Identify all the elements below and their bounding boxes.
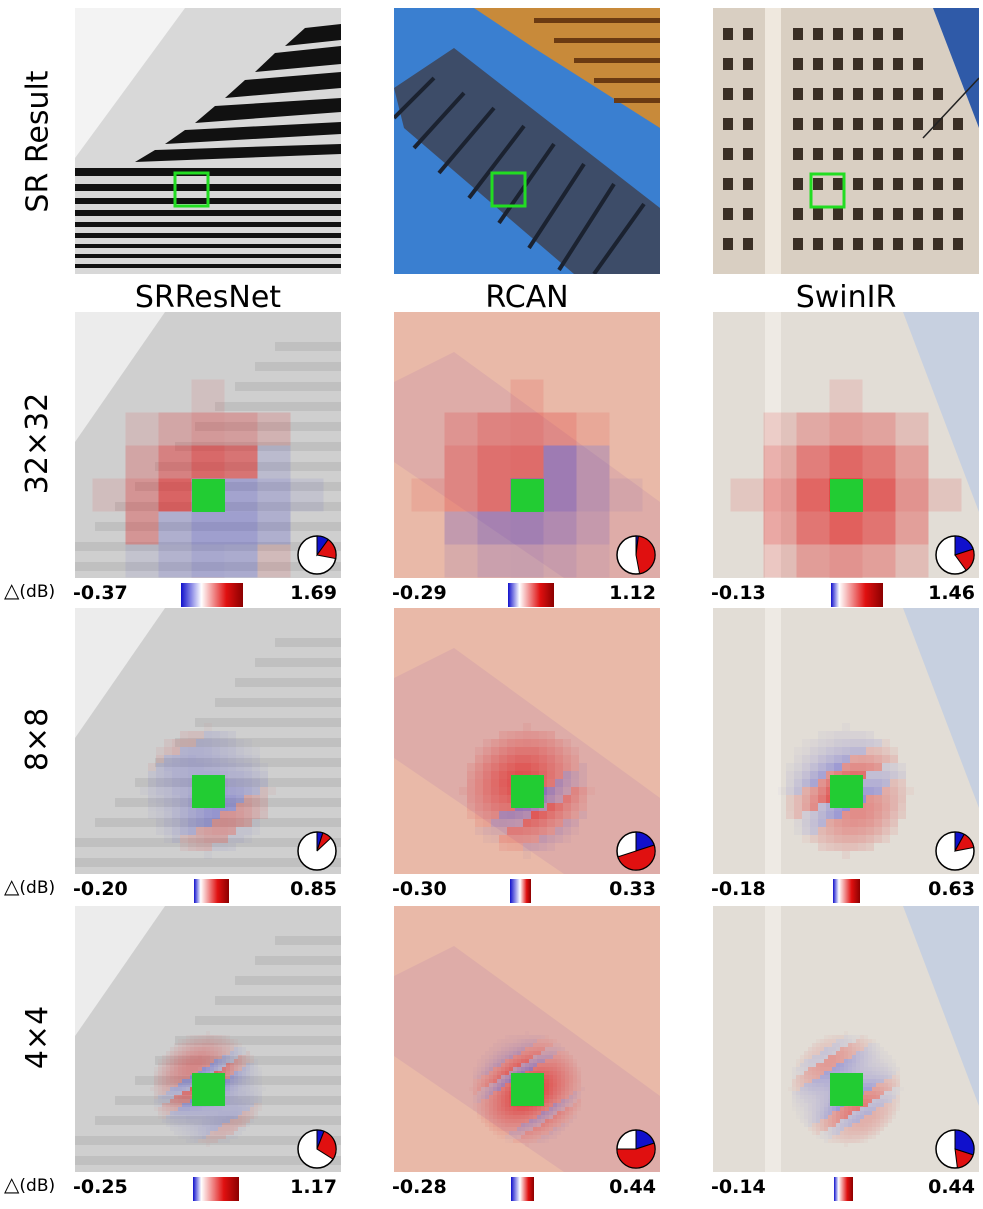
attribution-pie-chart — [297, 1129, 337, 1169]
color-scale: -0.13 1.46 — [711, 580, 977, 610]
attribution-pie-chart — [616, 831, 656, 871]
attribution-map-r4-srresnet — [75, 906, 341, 1172]
scale-color-bar — [192, 1177, 239, 1201]
scale-min-value: -0.13 — [711, 582, 766, 604]
color-scale: -0.28 0.44 — [392, 1174, 658, 1204]
scale-color-bar — [194, 879, 229, 903]
scale-max-value: 1.69 — [290, 582, 337, 604]
scale-min-value: -0.20 — [73, 878, 128, 900]
scale-max-value: 0.44 — [609, 1176, 656, 1198]
attribution-map-r4-rcan — [394, 906, 660, 1172]
scale-color-bar — [180, 583, 243, 607]
attribution-heatmap — [713, 312, 979, 578]
color-scale: -0.25 1.17 — [73, 1174, 339, 1204]
column-header-srresnet: SRResNet — [134, 280, 282, 315]
column-header-rcan: RCAN — [485, 280, 569, 315]
attribution-pie-chart — [297, 831, 337, 871]
sr-image-rcan — [394, 8, 660, 274]
attribution-map-r8-srresnet — [75, 608, 341, 874]
scale-min-value: -0.28 — [392, 1176, 447, 1198]
attribution-heatmap — [713, 608, 979, 874]
attribution-heatmap — [394, 906, 660, 1172]
scale-min-value: -0.25 — [73, 1176, 128, 1198]
scale-max-value: 0.44 — [928, 1176, 975, 1198]
scale-min-value: -0.37 — [73, 582, 128, 604]
attribution-map-r32-srresnet — [75, 312, 341, 578]
sr-image-swinir — [713, 8, 979, 274]
attribution-pie-chart — [935, 1129, 975, 1169]
scale-min-value: -0.18 — [711, 878, 766, 900]
scale-max-value: 1.17 — [290, 1176, 337, 1198]
color-scale: -0.37 1.69 — [73, 580, 339, 610]
sr-result-srresnet — [75, 8, 341, 274]
color-scale: -0.30 0.33 — [392, 876, 658, 906]
scale-min-value: -0.29 — [392, 582, 447, 604]
attribution-map-r32-rcan — [394, 312, 660, 578]
scale-min-value: -0.14 — [711, 1176, 766, 1198]
scale-color-bar — [510, 879, 531, 903]
attribution-map-r8-rcan — [394, 608, 660, 874]
attribution-map-r8-swinir — [713, 608, 979, 874]
sr-result-swinir — [713, 8, 979, 274]
attribution-pie-chart — [935, 831, 975, 871]
row-label-32x32: 32×32 — [20, 392, 56, 494]
highlight-box — [490, 171, 527, 208]
delta-label-8x8: △(dB) — [4, 874, 56, 898]
sr-image-srresnet — [75, 8, 341, 274]
color-scale: -0.29 1.12 — [392, 580, 658, 610]
scale-min-value: -0.30 — [392, 878, 447, 900]
attribution-map-r4-swinir — [713, 906, 979, 1172]
attribution-heatmap — [394, 608, 660, 874]
color-scale: -0.14 0.44 — [711, 1174, 977, 1204]
sr-result-rcan — [394, 8, 660, 274]
scale-max-value: 0.85 — [290, 878, 337, 900]
row-label-8x8: 8×8 — [20, 707, 56, 771]
scale-max-value: 0.33 — [609, 878, 656, 900]
color-scale: -0.20 0.85 — [73, 876, 339, 906]
attribution-pie-chart — [616, 535, 656, 575]
scale-color-bar — [508, 583, 555, 607]
attribution-pie-chart — [935, 535, 975, 575]
column-header-swinir: SwinIR — [795, 280, 897, 315]
scale-color-bar — [833, 879, 860, 903]
scale-color-bar — [510, 1177, 535, 1201]
attribution-pie-chart — [297, 535, 337, 575]
scale-color-bar — [834, 1177, 854, 1201]
scale-max-value: 0.63 — [928, 878, 975, 900]
highlight-box — [173, 171, 210, 208]
attribution-heatmap — [75, 906, 341, 1172]
scale-max-value: 1.46 — [928, 582, 975, 604]
delta-label-4x4: △(dB) — [4, 1172, 56, 1196]
scale-color-bar — [830, 583, 883, 607]
attribution-pie-chart — [616, 1129, 656, 1169]
color-scale: -0.18 0.63 — [711, 876, 977, 906]
row-label-sr-result: SR Result — [20, 69, 56, 213]
highlight-box — [809, 172, 846, 209]
attribution-heatmap — [75, 608, 341, 874]
attribution-map-r32-swinir — [713, 312, 979, 578]
attribution-heatmap — [394, 312, 660, 578]
attribution-heatmap — [75, 312, 341, 578]
attribution-heatmap — [713, 906, 979, 1172]
row-label-4x4: 4×4 — [20, 1005, 56, 1069]
scale-max-value: 1.12 — [609, 582, 656, 604]
delta-label-32x32: △(dB) — [4, 578, 56, 602]
